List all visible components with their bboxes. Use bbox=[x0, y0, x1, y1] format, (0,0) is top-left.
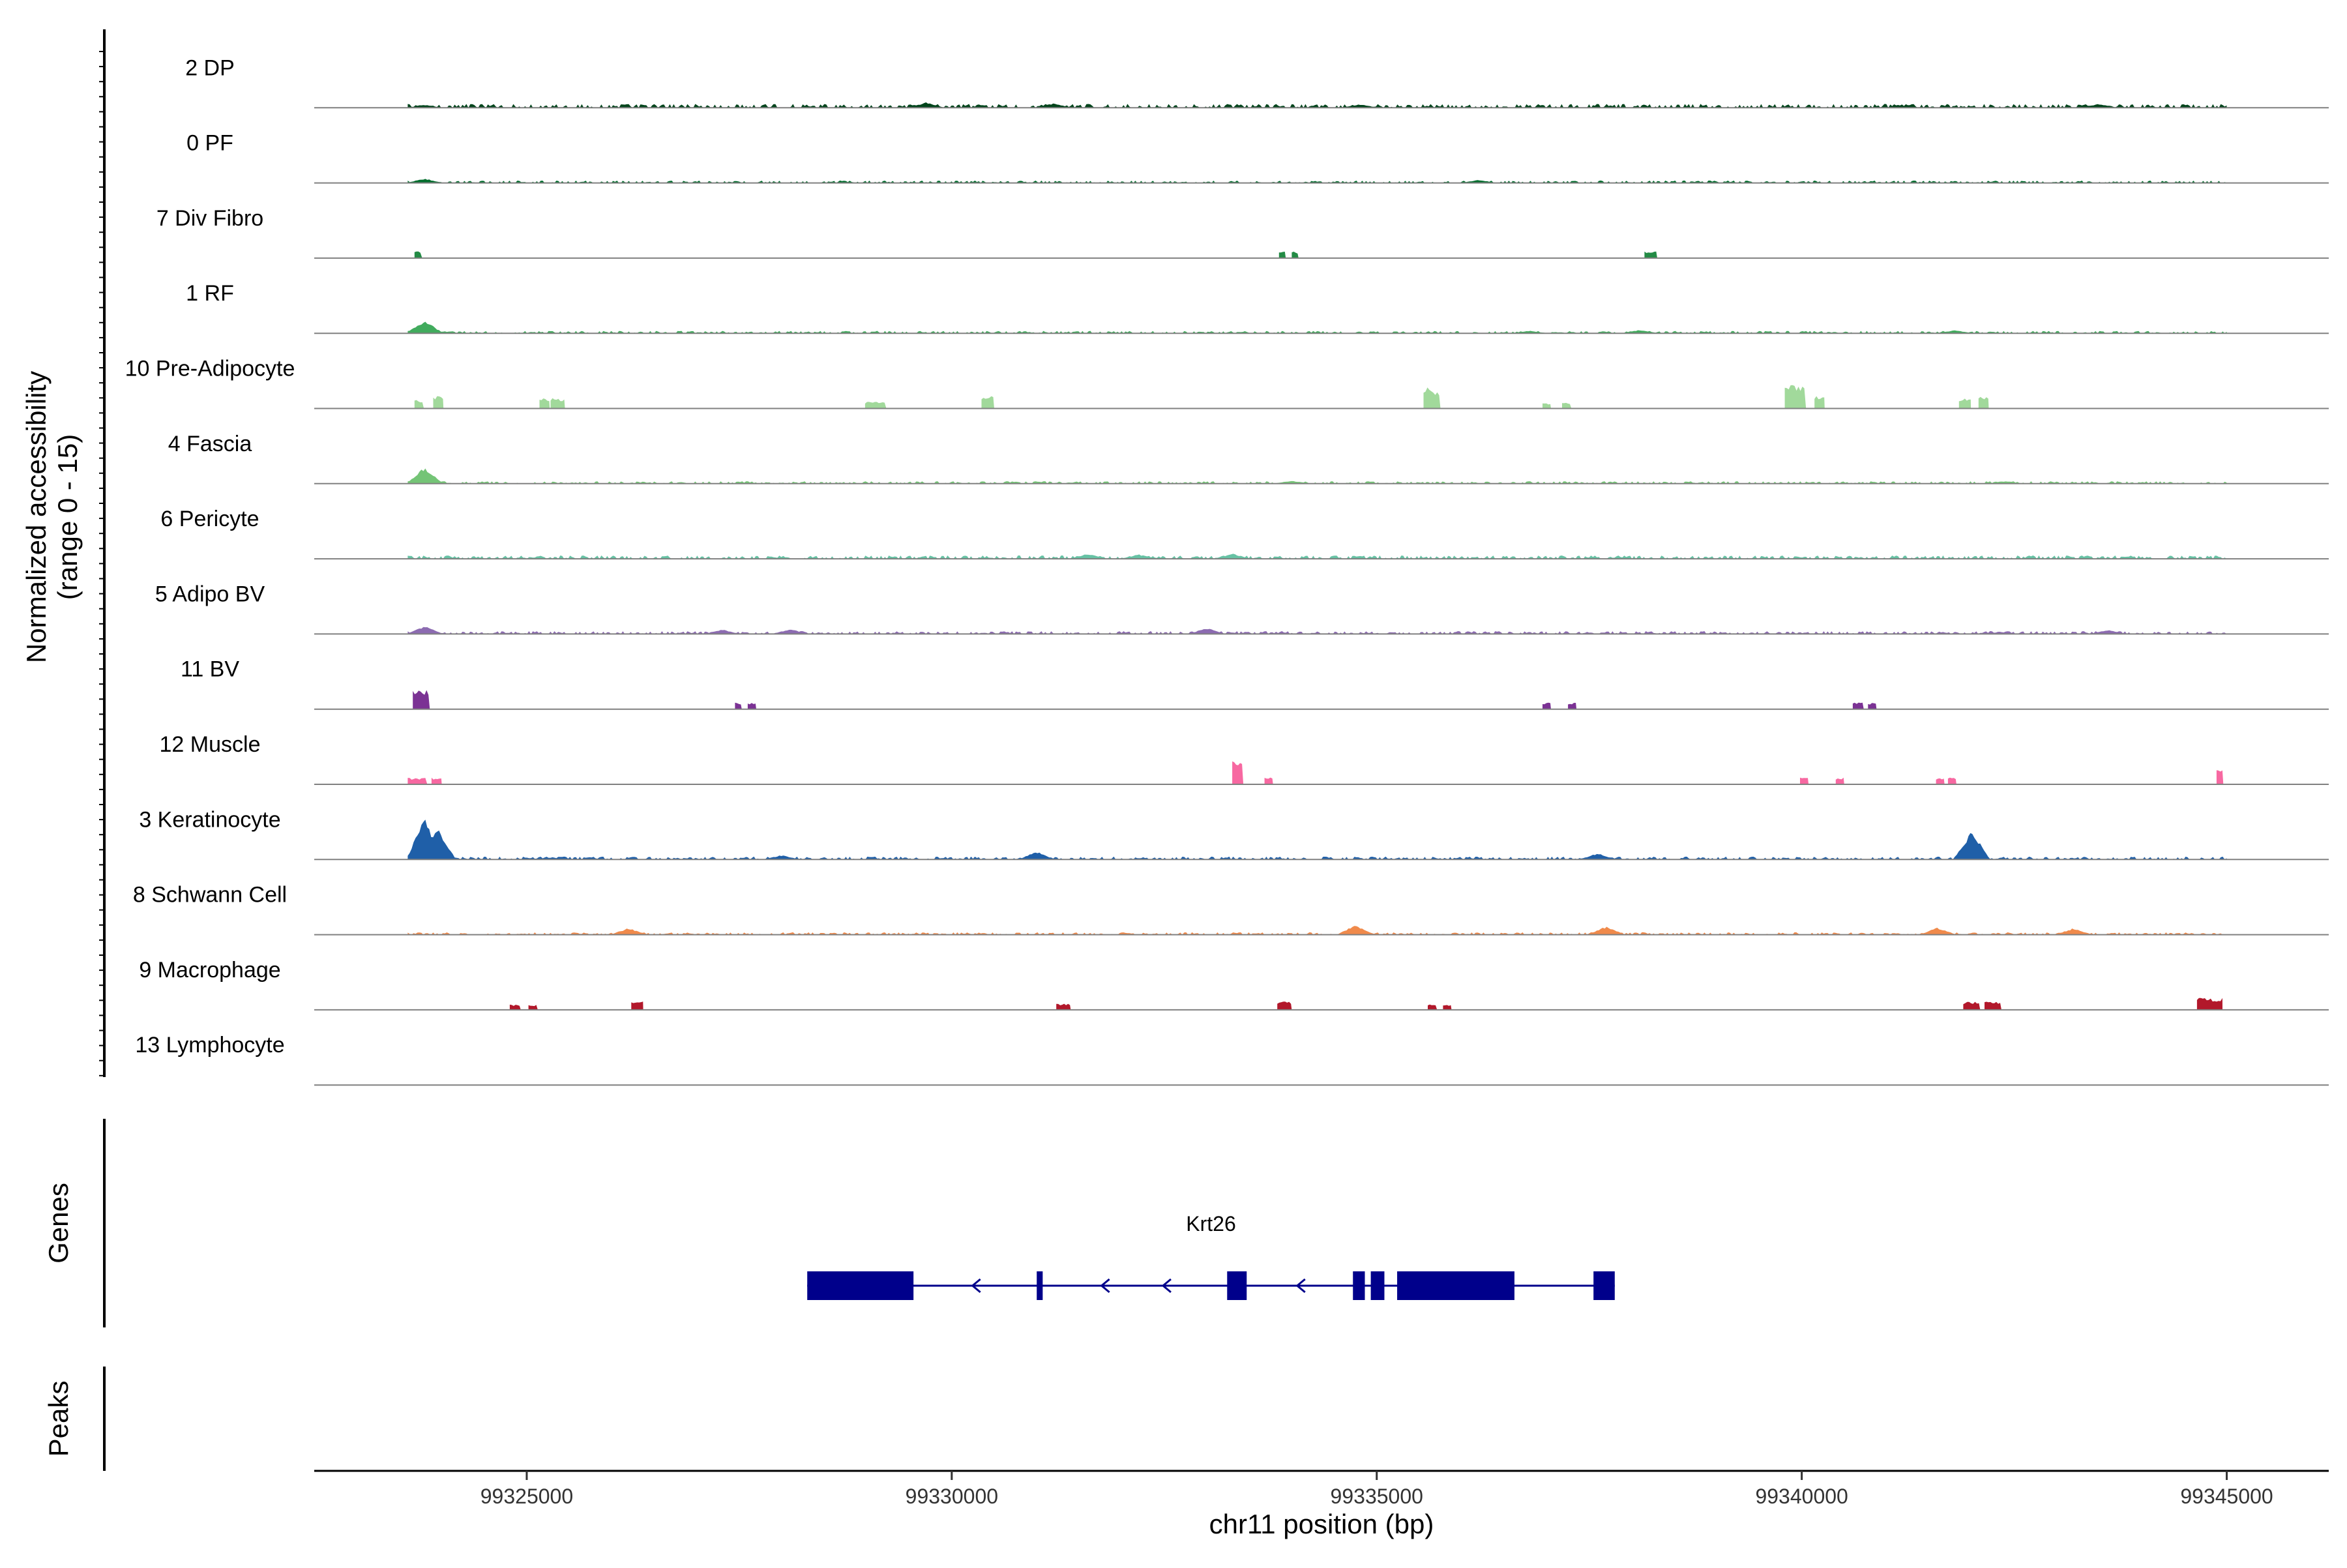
track-label: 6 Pericyte bbox=[160, 507, 259, 531]
peaks-panel: Peaks bbox=[43, 1367, 106, 1471]
track-4: 1 RF bbox=[186, 281, 2329, 334]
track-label: 1 RF bbox=[186, 281, 234, 306]
x-tick-label: 99330000 bbox=[906, 1485, 998, 1508]
x-tick-label: 99335000 bbox=[1331, 1485, 1423, 1508]
gene-exon bbox=[1037, 1271, 1043, 1300]
strand-arrow bbox=[1161, 1278, 1172, 1294]
x-axis-title: chr11 position (bp) bbox=[1209, 1509, 1434, 1539]
track-signal-area bbox=[414, 251, 1657, 258]
track-label: 3 Keratinocyte bbox=[139, 807, 280, 832]
track-label: 12 Muscle bbox=[160, 732, 261, 757]
track-12: 8 Schwann Cell bbox=[133, 883, 2329, 936]
y-axis-title-line2: (range 0 - 15) bbox=[52, 434, 83, 600]
genes-panel-title: Genes bbox=[43, 1183, 74, 1264]
y-axis-title-line1: Normalized accessibility bbox=[21, 371, 52, 663]
track-signal-area bbox=[509, 998, 2223, 1010]
track-label: 0 PF bbox=[186, 131, 233, 156]
track-signal-area bbox=[407, 926, 2227, 935]
track-signal-area bbox=[407, 468, 2227, 484]
track-label: 9 Macrophage bbox=[139, 958, 280, 983]
track-label: 11 BV bbox=[181, 657, 239, 682]
gene-exon bbox=[1370, 1271, 1385, 1300]
track-8: 5 Adipo BV bbox=[155, 582, 2329, 635]
track-label: 7 Div Fibro bbox=[156, 206, 263, 231]
gene-model: Krt26 bbox=[807, 1212, 1615, 1300]
strand-arrow bbox=[1295, 1278, 1306, 1294]
track-label: 2 DP bbox=[185, 55, 235, 80]
x-tick-label: 99345000 bbox=[2180, 1485, 2273, 1508]
track-label: 5 Adipo BV bbox=[155, 582, 265, 606]
strand-arrow bbox=[971, 1278, 981, 1294]
track-label: 10 Pre-Adipocyte bbox=[125, 357, 295, 381]
track-signal-area bbox=[407, 761, 2224, 784]
strand-arrow bbox=[1100, 1278, 1110, 1294]
track-5: 10 Pre-Adipocyte bbox=[125, 357, 2329, 409]
accessibility-y-axis bbox=[99, 29, 106, 1077]
track-2: 0 PF bbox=[186, 131, 2329, 184]
x-tick-label: 99325000 bbox=[480, 1485, 573, 1508]
track-signal-area bbox=[407, 179, 2227, 183]
accessibility-tracks: 2 DP 0 PF 7 Div Fibro 1 RF 10 Pre-Adipocyte 4… bbox=[125, 55, 2329, 1086]
track-3: 7 Div Fibro bbox=[156, 206, 2329, 259]
gene-exon bbox=[1227, 1271, 1247, 1300]
track-signal-area bbox=[407, 627, 2227, 634]
gene-exon bbox=[1353, 1271, 1365, 1300]
track-13: 9 Macrophage bbox=[139, 958, 2329, 1011]
gene-name-label: Krt26 bbox=[1186, 1212, 1235, 1235]
gene-exon bbox=[1593, 1271, 1615, 1300]
track-signal-area bbox=[407, 321, 2227, 334]
peaks-panel-title: Peaks bbox=[43, 1381, 74, 1457]
track-label: 13 Lymphocyte bbox=[135, 1033, 284, 1058]
track-6: 4 Fascia bbox=[168, 432, 2329, 484]
track-signal-area bbox=[407, 554, 2227, 559]
gene-exon bbox=[807, 1271, 914, 1300]
x-tick-label: 99340000 bbox=[1755, 1485, 1848, 1508]
gene-exon bbox=[1397, 1271, 1514, 1300]
track-signal-area bbox=[407, 102, 2227, 108]
track-label: 8 Schwann Cell bbox=[133, 883, 287, 908]
track-1: 2 DP bbox=[185, 55, 2329, 109]
track-14: 13 Lymphocyte bbox=[135, 1033, 2329, 1086]
track-10: 12 Muscle bbox=[160, 732, 2329, 785]
track-signal-area bbox=[414, 385, 1989, 409]
track-label: 4 Fascia bbox=[168, 432, 252, 456]
x-axis: 99325000 99330000 99335000 99340000 99345000 bbox=[314, 1470, 2329, 1508]
track-11: 3 Keratinocyte bbox=[139, 807, 2329, 861]
track-signal-area bbox=[407, 820, 2227, 860]
track-9: 11 BV bbox=[181, 657, 2329, 710]
track-7: 6 Pericyte bbox=[160, 507, 2329, 560]
track-signal-area bbox=[413, 690, 1877, 709]
genes-panel: Genes Krt26 bbox=[43, 1119, 1615, 1327]
